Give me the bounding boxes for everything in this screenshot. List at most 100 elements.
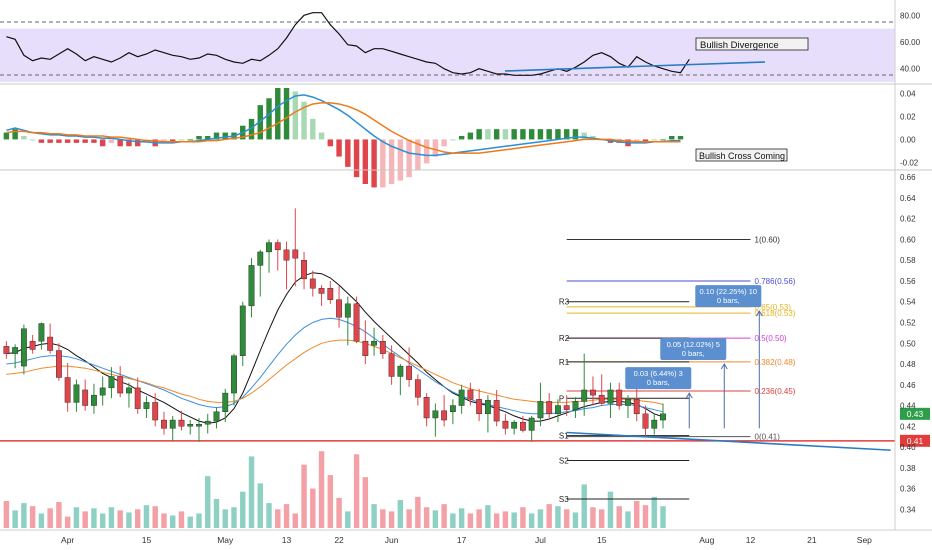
projection-box[interactable] [660, 338, 727, 361]
macd-histogram-bar [318, 132, 325, 140]
macd-histogram-bar [91, 139, 97, 143]
price-y-tick-label: 0.34 [900, 505, 916, 514]
pivot-level-label: R3 [559, 298, 570, 307]
pivot-level-label: P [559, 394, 564, 403]
volume-bar [56, 502, 62, 528]
volume-bar [441, 504, 447, 528]
moving-average-line [6, 272, 664, 424]
volume-bar [380, 509, 386, 528]
macd-histogram-bar [257, 105, 263, 140]
macd-histogram-bar [669, 136, 675, 140]
volume-bar [143, 505, 150, 528]
candle-body [283, 249, 290, 261]
candle-body [152, 402, 159, 421]
candle-body [607, 389, 614, 404]
candle-body [502, 420, 509, 429]
price-y-tick-label: 0.56 [900, 277, 916, 286]
fib-level-label: 0(0.41) [755, 433, 781, 442]
macd-histogram-bar [520, 129, 526, 140]
support-price-badge [900, 434, 930, 447]
volume-bar [99, 513, 106, 528]
volume-bar [642, 505, 649, 528]
price-y-tick-label: 0.46 [900, 381, 916, 390]
volume-bar [345, 511, 351, 528]
macd-histogram-bar [21, 136, 27, 140]
candle-body [38, 323, 45, 342]
last-price-badge [900, 407, 930, 420]
volume-bar [12, 510, 18, 528]
rsi-panel[interactable]: Bullish Divergence [0, 12, 895, 83]
macd-annotation-box[interactable] [695, 148, 788, 162]
macd-histogram-bar [546, 129, 552, 140]
volume-bar [283, 504, 290, 528]
macd-histogram-bar [134, 139, 141, 147]
y-axis-labels: 80.00 60.00 40.00 0.04 0.02 0.00 -0.02 0.66 0.64… [900, 11, 921, 514]
volume-bar [3, 501, 10, 528]
volume-bar [651, 496, 657, 528]
macd-histogram-bar [485, 129, 491, 140]
time-axis-labels[interactable]: Apr 15 May 13 22 Jun 17 Jul 15 Aug 12 21 Sep [61, 535, 872, 545]
candle-body [99, 387, 106, 396]
price-panel[interactable]: 1(0.60) 0.786(0.56) 0.65(0.53)0.618(0.53) 0… [0, 208, 930, 528]
macd-histogram-bar [275, 88, 281, 140]
volume-bar [29, 506, 36, 528]
candle-body [178, 419, 185, 427]
candle-body [3, 346, 10, 354]
candle-body [432, 410, 439, 419]
candle-body [590, 389, 596, 396]
projection-arrowhead [720, 363, 728, 370]
macd-histogram-bar [450, 139, 456, 141]
projection-box[interactable] [695, 285, 762, 308]
candle-body [73, 384, 80, 403]
macd-histogram-bar [362, 139, 369, 184]
candle-body [371, 340, 377, 346]
candle-body [423, 397, 430, 419]
volume-bar [310, 488, 316, 528]
macd-histogram-bar [660, 139, 666, 141]
candle-body [476, 399, 483, 415]
volume-bar [126, 512, 132, 528]
volume-bar [476, 509, 482, 528]
last-price-badge-label: 0.43 [907, 409, 924, 419]
volume-bar [432, 510, 439, 528]
rsi-annotation-box[interactable] [695, 37, 809, 51]
candle-body [274, 242, 281, 251]
volume-bar [423, 507, 430, 528]
projection-box[interactable] [625, 367, 692, 390]
macd-histogram-bar [406, 139, 412, 178]
candle-body [511, 421, 518, 429]
macd-histogram-bar [196, 136, 202, 140]
projection-label: 0.05 (12.02%) 5 [667, 340, 720, 349]
candle-body [239, 305, 246, 356]
projection-bars-label: 0 bars, [647, 378, 670, 387]
macd-line [6, 94, 681, 157]
macd-y-tick-label: 0.00 [900, 135, 916, 144]
volume-bar [397, 499, 404, 528]
candle-body [266, 242, 272, 253]
macd-histogram-bar [82, 139, 88, 143]
macd-histogram-bar [353, 139, 360, 178]
volume-bar [634, 501, 640, 528]
candle-body [441, 410, 448, 421]
macd-histogram-bar [493, 129, 500, 140]
macd-histogram-bar [441, 139, 447, 147]
macd-panel[interactable]: Bullish Cross Coming [3, 88, 788, 188]
macd-histogram-bar [563, 129, 570, 140]
candle-body [309, 278, 316, 289]
macd-y-tick-label: 0.02 [900, 113, 916, 122]
volume-bar [607, 491, 614, 528]
macd-y-tick-label: -0.02 [900, 158, 919, 167]
candle-body [467, 389, 474, 400]
candle-body [91, 394, 97, 406]
macd-histogram-bar [126, 139, 132, 147]
macd-histogram-bar [397, 139, 404, 181]
projection-bars-label: 0 bars, [682, 349, 705, 358]
price-y-tick-label: 0.42 [900, 422, 916, 431]
volume-bar [161, 513, 167, 528]
volume-bar [91, 508, 97, 528]
volume-bar [196, 513, 202, 528]
price-y-tick-label: 0.38 [900, 464, 916, 473]
volume-bar [353, 454, 360, 528]
volume-bar [485, 505, 491, 528]
